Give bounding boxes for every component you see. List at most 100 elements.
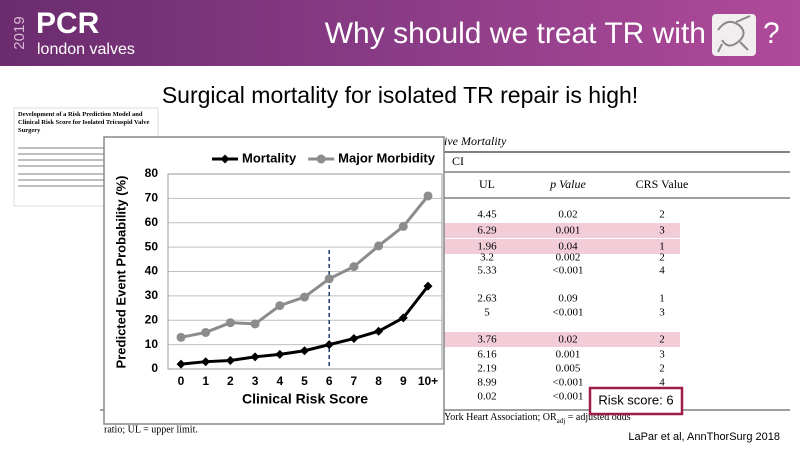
logo-sub: london valves	[37, 41, 135, 58]
table-cell: 0.02	[558, 209, 577, 221]
point	[225, 355, 235, 365]
footnote-part: = adjusted odds	[565, 412, 630, 423]
device-icon	[712, 14, 756, 56]
table-cell: <0.001	[553, 377, 584, 389]
table-header: p Value	[549, 177, 586, 191]
point	[250, 319, 260, 329]
table-cell: 2.63	[477, 293, 497, 305]
y-tick-label: 70	[145, 191, 159, 205]
point	[225, 318, 235, 328]
table-footnote: ratio; UL = upper limit.	[104, 424, 198, 435]
point	[349, 262, 359, 272]
x-axis-label: Clinical Risk Score	[242, 391, 368, 407]
table-header: UL	[479, 177, 495, 191]
table-cell: 1	[659, 241, 665, 253]
table-group-header: CI	[452, 154, 464, 168]
table-cell: 2	[659, 252, 665, 264]
chart-panel: 0 10 20 30 40 50 60 70 80 0 1 2 3 4 5 6 7 8 9 10+ Clinical R…	[103, 136, 445, 425]
point	[374, 241, 384, 251]
y-tick-label: 60	[145, 215, 159, 229]
point	[300, 346, 309, 356]
table-cell: 3	[659, 225, 665, 237]
table-cell: 2.19	[477, 363, 497, 375]
table-cell: 5.33	[477, 265, 497, 277]
x-tick-label: 8	[375, 374, 382, 388]
point	[275, 301, 285, 311]
table-cell: <0.001	[553, 391, 584, 403]
table-cell: 2	[659, 334, 665, 346]
table-cell: 3	[659, 349, 665, 361]
y-tick-label: 0	[151, 361, 158, 375]
table-cell: 0.02	[477, 391, 496, 403]
x-tick-label: 10+	[418, 374, 438, 388]
table-cell: 0.001	[556, 225, 581, 237]
table-cell: 5	[484, 307, 490, 319]
point	[398, 221, 408, 231]
table-cell: 1	[659, 293, 665, 305]
point	[374, 326, 384, 336]
subtitle: Surgical mortality for isolated TR repai…	[162, 82, 638, 108]
point	[349, 334, 359, 344]
table-cell: 3	[659, 307, 665, 319]
row-highlight	[444, 332, 680, 347]
x-tick-label: 3	[252, 374, 259, 388]
row-highlight	[444, 239, 680, 254]
point	[316, 154, 326, 164]
y-tick-label: 40	[145, 264, 159, 278]
table-cell: 0.02	[558, 334, 577, 346]
table-cell: 0.002	[556, 252, 581, 264]
table-cell: 2	[659, 209, 665, 221]
x-tick-label: 9	[400, 374, 407, 388]
table-cell: 0.09	[558, 293, 578, 305]
y-tick-label: 10	[145, 337, 159, 351]
table-cell: 6.16	[477, 349, 497, 361]
point	[250, 352, 260, 362]
year: 2019	[11, 16, 28, 49]
x-tick-label: 2	[227, 374, 234, 388]
x-tick-label: 0	[178, 374, 185, 388]
point	[324, 340, 334, 350]
paper-title: Development of a Risk Prediction Model a…	[18, 111, 150, 134]
table-cell: 3.2	[480, 252, 494, 264]
legend-label: Major Morbidity	[338, 150, 436, 165]
table-cell: 6.29	[477, 225, 497, 237]
table-cell: 1.96	[477, 241, 497, 253]
slide-title-end: ?	[763, 17, 780, 50]
x-tick-label: 7	[351, 374, 358, 388]
x-tick-label: 1	[202, 374, 209, 388]
table-caption: ive Mortality	[444, 134, 507, 148]
citation: LaPar et al, AnnThorSurg 2018	[628, 431, 780, 443]
table-cell: <0.001	[553, 265, 584, 277]
point	[201, 327, 211, 337]
point	[423, 281, 433, 291]
point	[324, 274, 334, 284]
callout: Risk score: 6	[588, 386, 684, 416]
point	[398, 313, 408, 323]
point	[176, 359, 186, 369]
table-cell: 0.04	[558, 241, 578, 253]
paper-thumbnail: Development of a Risk Prediction Model a…	[13, 107, 159, 207]
y-tick-label: 20	[145, 312, 159, 326]
legend-label: Mortality	[242, 150, 297, 165]
y-tick-label: 80	[145, 166, 159, 180]
table-cell: 4	[659, 265, 665, 277]
table-cell: 2	[659, 363, 665, 375]
table-cell: 3.76	[477, 334, 497, 346]
point	[300, 292, 309, 302]
table-cell: 4.45	[477, 209, 497, 221]
y-tick-label: 50	[145, 239, 159, 253]
header-band	[0, 0, 800, 66]
y-tick-label: 30	[145, 288, 159, 302]
point	[176, 332, 186, 342]
callout-text: Risk score: 6	[598, 392, 673, 407]
point	[201, 357, 211, 367]
point	[423, 191, 433, 201]
table-cell: 0.005	[556, 363, 581, 375]
point	[220, 154, 230, 164]
point	[275, 349, 285, 359]
table-cell: 0.001	[556, 349, 581, 361]
table-cell: 4	[659, 377, 665, 389]
slide-title: Why should we treat TR with	[325, 17, 706, 50]
